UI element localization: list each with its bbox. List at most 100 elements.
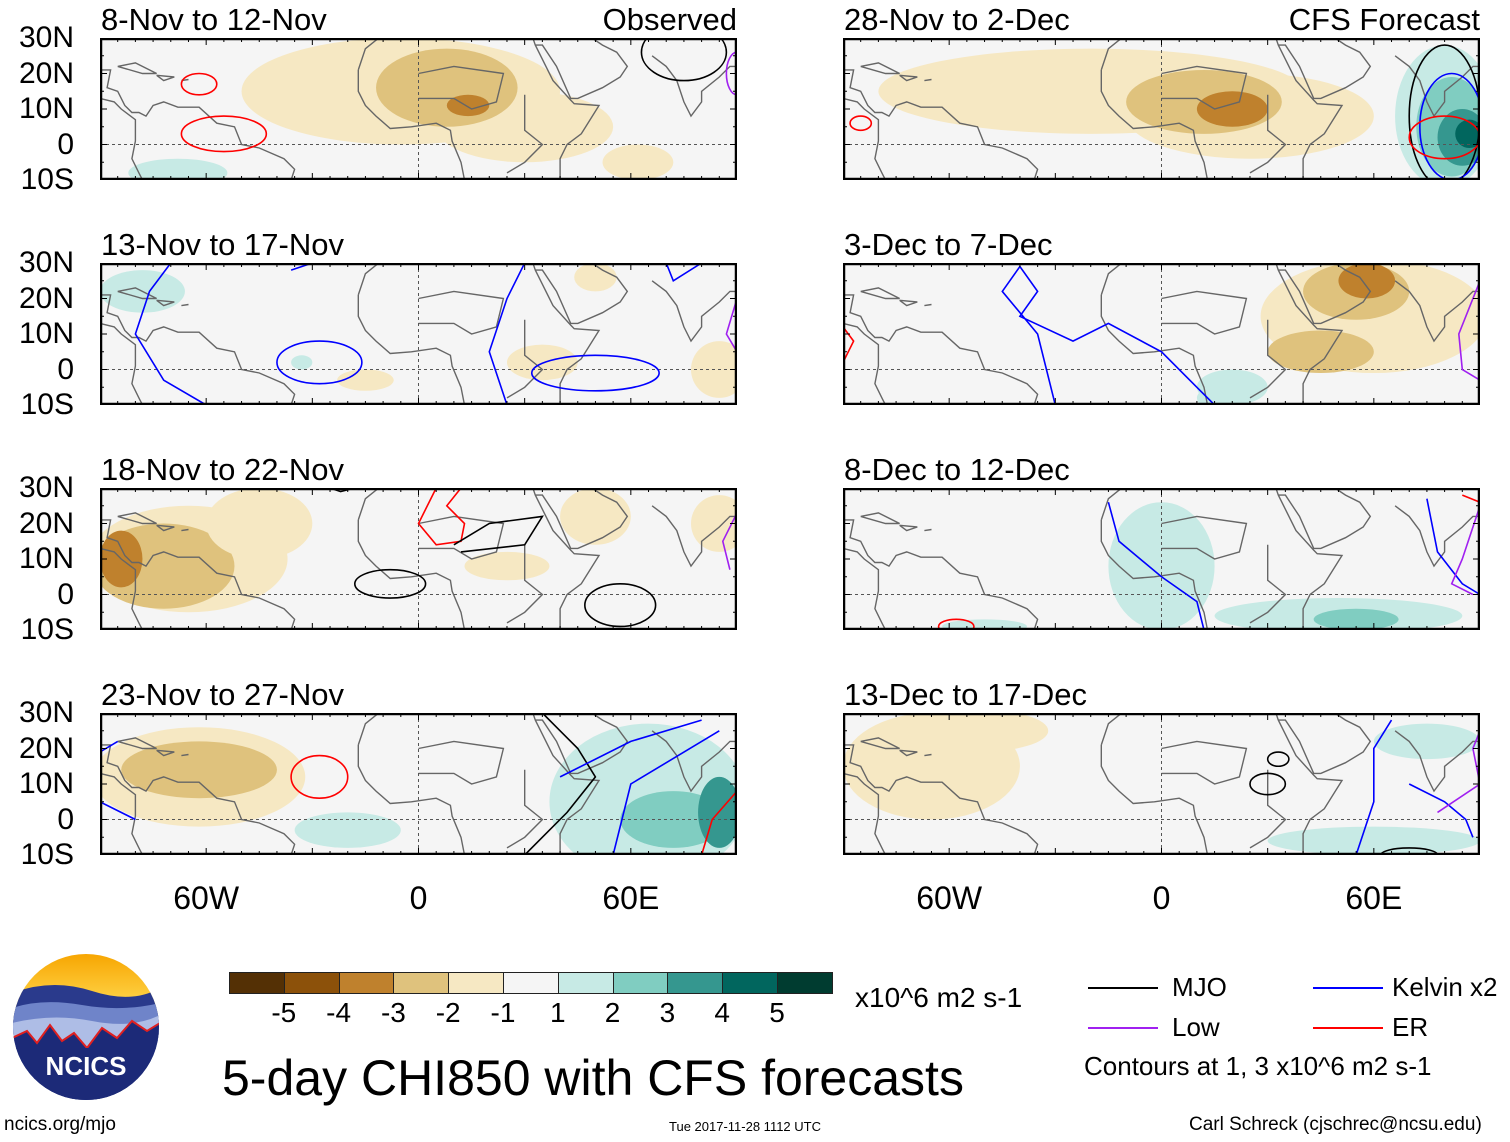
- colorbar-swatch: [283, 972, 340, 994]
- contour: [1462, 494, 1480, 503]
- map-frame: [100, 38, 737, 180]
- coastline: [156, 749, 175, 757]
- contour: [488, 263, 526, 405]
- legend-label-low: Low: [1172, 1012, 1220, 1042]
- colorbar-swatch: [448, 972, 504, 994]
- lat-label: 0: [57, 127, 74, 161]
- coastline: [1394, 280, 1480, 343]
- lat-label: 10N: [18, 92, 74, 125]
- lat-label: 30N: [18, 21, 74, 54]
- coastline: [100, 744, 296, 855]
- coastline: [506, 769, 544, 849]
- coastline: [418, 740, 505, 785]
- coastline: [357, 294, 466, 405]
- panel-title: 18-Nov to 22-Nov: [101, 452, 344, 487]
- colorbar-label: -3: [380, 997, 406, 1028]
- colorbar-swatch: [338, 972, 395, 994]
- contour: [530, 354, 660, 392]
- contour: [180, 115, 268, 153]
- coastline: [843, 97, 887, 180]
- coastline: [1275, 38, 1344, 180]
- coastline: [100, 294, 296, 405]
- coastline: [1100, 744, 1209, 855]
- coastline: [418, 515, 505, 560]
- footer-url[interactable]: ncics.org/mjo: [4, 1114, 116, 1135]
- contour: [453, 515, 544, 553]
- map-frame: [843, 38, 1480, 180]
- coastline: [1161, 65, 1248, 110]
- coastline: [535, 263, 629, 325]
- contour: [100, 801, 136, 821]
- contour: [276, 340, 363, 385]
- anomaly-shading: [574, 263, 617, 292]
- anomaly-shading: [128, 158, 228, 180]
- coastline: [1275, 488, 1344, 630]
- coastline: [506, 544, 544, 624]
- colorbar-label: -5: [271, 997, 297, 1028]
- map-panel: [843, 38, 1480, 180]
- coastline: [1100, 69, 1209, 180]
- coastline: [1278, 263, 1372, 325]
- colorbar-units: x10^6 m2 s-1: [855, 982, 1023, 1013]
- anomaly-shading: [942, 619, 1028, 630]
- lat-label: 20N: [18, 506, 74, 540]
- coastline: [535, 713, 629, 775]
- coastline: [860, 287, 900, 300]
- coastline: [1161, 740, 1248, 785]
- legend-label-er: ER: [1392, 1012, 1429, 1042]
- coastline: [117, 737, 157, 750]
- lat-label: 0: [57, 352, 74, 386]
- coastline: [535, 488, 629, 550]
- anomaly-shading: [291, 355, 313, 370]
- lat-label: 0: [57, 802, 74, 836]
- coastline: [843, 322, 887, 405]
- footer-timestamp: Tue 2017-11-28 1112 UTC: [669, 1119, 821, 1134]
- map-panel: [843, 713, 1480, 855]
- map-panel: [100, 713, 737, 855]
- lat-label: 10N: [18, 767, 74, 800]
- contour: [1107, 501, 1205, 630]
- lat-label: 0: [57, 577, 74, 611]
- coastline: [532, 38, 601, 180]
- coastline: [1275, 263, 1344, 405]
- coastline: [156, 74, 175, 82]
- contour: [700, 790, 737, 855]
- anomaly-shading: [1313, 608, 1399, 630]
- map-panel: [100, 263, 737, 405]
- coastline: [843, 69, 1039, 180]
- coastline: [100, 519, 296, 630]
- anomaly-shading: [376, 48, 518, 127]
- contour: [1001, 265, 1216, 405]
- coastline: [843, 744, 1039, 855]
- panel-title: 13-Dec to 17-Dec: [844, 677, 1087, 712]
- coastline: [117, 512, 157, 525]
- contour: [290, 754, 349, 800]
- coastline: [1278, 488, 1372, 550]
- coastline: [1394, 55, 1480, 118]
- lat-label: 10S: [20, 388, 74, 421]
- anomaly-shading: [337, 369, 394, 391]
- panel-title: 13-Nov to 17-Nov: [101, 227, 344, 262]
- map-panel: [843, 263, 1480, 405]
- map-frame: [100, 263, 737, 405]
- coastline: [1249, 94, 1287, 174]
- contour-note: Contours at 1, 3 x10^6 m2 s-1: [1084, 1051, 1432, 1081]
- coastline: [100, 547, 144, 630]
- contour: [584, 583, 657, 628]
- coastline: [156, 524, 175, 532]
- coastline: [860, 737, 900, 750]
- contour: [640, 38, 728, 82]
- lat-label: 10N: [18, 542, 74, 575]
- contour: [1426, 498, 1480, 596]
- panel-title: 8-Dec to 12-Dec: [844, 452, 1070, 487]
- anomaly-shading: [206, 488, 313, 559]
- colorbar-label: 2: [604, 997, 621, 1028]
- anomaly-shading: [1338, 263, 1396, 299]
- map-panel: [100, 38, 737, 180]
- lat-label: 30N: [18, 696, 74, 729]
- coastline: [1249, 319, 1287, 399]
- lon-label: 0: [1152, 880, 1171, 916]
- coastline: [100, 322, 144, 405]
- coastline: [843, 772, 887, 855]
- coastline: [1394, 505, 1480, 568]
